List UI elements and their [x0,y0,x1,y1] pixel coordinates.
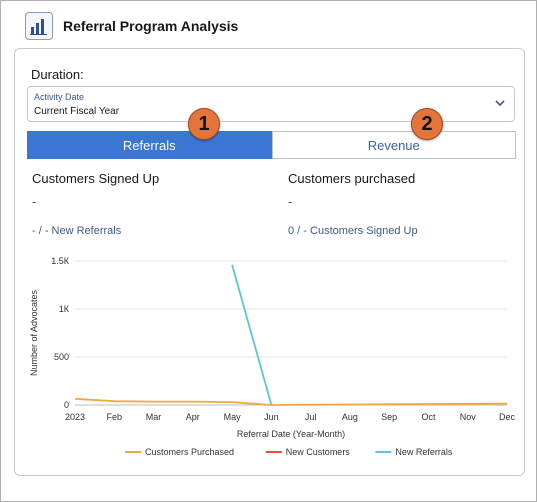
callout-badge-2: 2 [411,108,443,140]
chevron-down-icon[interactable] [494,97,506,109]
callout-badge-1: 1 [188,108,220,140]
page-title: Referral Program Analysis [63,18,239,34]
activity-date-value: Current Fiscal Year [34,106,120,117]
tab-revenue[interactable]: Revenue [271,131,516,159]
series-line-customers-purchased [74,397,508,406]
y-tick-label: 0 [64,400,69,410]
new-referrals-ratio: - / - New Referrals [32,225,122,237]
bar-chart-icon [25,12,53,40]
legend-label: New Customers [286,447,351,457]
x-tick-label: Oct [421,412,436,422]
duration-label: Duration: [31,67,84,82]
x-tick-label: 2023 [65,412,85,422]
y-tick-label: 500 [54,352,69,362]
x-tick-label: Jun [264,412,279,422]
header: Referral Program Analysis [25,11,238,41]
activity-date-combobox[interactable]: Activity Date Current Fiscal Year [27,86,515,122]
customers-purchased-value: - [288,194,293,209]
x-tick-label: May [224,412,242,422]
customers-purchased-title: Customers purchased [288,171,416,186]
tab-referrals[interactable]: Referrals [27,131,272,159]
legend-label: New Referrals [395,447,453,457]
y-tick-label: 1К [59,304,70,314]
y-tick-label: 1.5К [51,256,70,266]
series-line-new-referrals [231,264,273,406]
customers-signed-up-title: Customers Signed Up [32,171,160,186]
customers-signed-up-ratio: 0 / - Customers Signed Up [288,225,418,237]
x-tick-label: Mar [146,412,162,422]
x-tick-label: Feb [107,412,123,422]
x-axis-label: Referral Date (Year-Month) [237,429,345,439]
legend-label: Customers Purchased [145,447,234,457]
x-tick-label: Sep [381,412,397,422]
tab-bar: Referrals Revenue [27,131,516,159]
activity-date-label: Activity Date [34,92,85,102]
x-tick-label: Apr [186,412,200,422]
x-tick-label: Dec [499,412,515,422]
x-tick-label: Aug [342,412,358,422]
customers-signed-up-value: - [32,194,37,209]
advocates-line-chart: 0 500 1К 1.5К 2023 Feb Mar Apr May Jun Jul Aug Sep Oc… [29,256,515,457]
x-tick-label: Jul [305,412,317,422]
x-tick-label: Nov [460,412,477,422]
y-axis-label: Number of Advocates [29,289,39,376]
